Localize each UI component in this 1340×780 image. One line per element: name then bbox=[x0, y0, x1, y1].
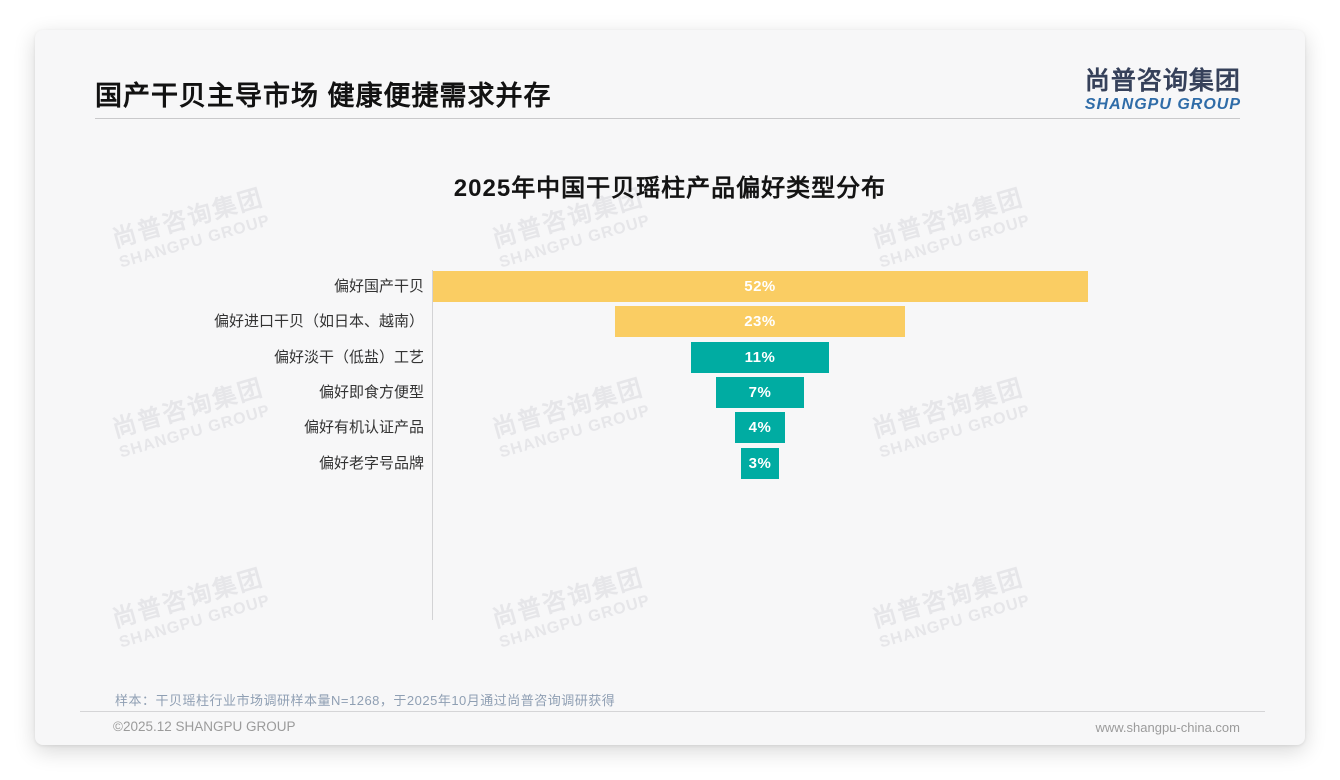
bar: 4% bbox=[734, 412, 786, 444]
bar: 3% bbox=[741, 447, 779, 479]
chart-row: 偏好淡干（低盐）工艺 11% bbox=[35, 341, 1305, 373]
sample-note: 样本：干贝瑶柱行业市场调研样本量N=1268，于2025年10月通过尚普咨询调研… bbox=[115, 693, 616, 708]
header-divider bbox=[95, 118, 1240, 119]
category-label: 偏好老字号品牌 bbox=[318, 454, 424, 472]
bar: 11% bbox=[690, 341, 830, 373]
chart-row: 偏好国产干贝 52% bbox=[35, 271, 1305, 302]
slide-content: 国产干贝主导市场 健康便捷需求并存 尚普咨询集团 SHANGPU GROUP 2… bbox=[35, 30, 1305, 745]
company-logo: 尚普咨询集团 SHANGPU GROUP bbox=[1085, 61, 1241, 114]
chart-row: 偏好进口干贝（如日本、越南） 23% bbox=[35, 306, 1305, 338]
bar-value-label: 4% bbox=[748, 419, 772, 437]
bar: 52% bbox=[432, 271, 1088, 302]
category-label: 偏好有机认证产品 bbox=[303, 419, 424, 437]
logo-english-text: SHANGPU GROUP bbox=[1084, 96, 1241, 113]
logo-chinese-text: 尚普咨询集团 bbox=[1084, 67, 1241, 95]
category-label: 偏好进口干贝（如日本、越南） bbox=[213, 313, 424, 331]
bar-value-label: 11% bbox=[744, 348, 776, 366]
bar-value-label: 3% bbox=[748, 454, 772, 472]
footer-divider bbox=[80, 711, 1265, 712]
chart-row: 偏好老字号品牌 3% bbox=[35, 447, 1305, 479]
category-label: 偏好即食方便型 bbox=[318, 383, 424, 401]
slide-card: 尚普咨询集团 SHANGPU GROUP 尚普咨询集团 SHANGPU GROUP 尚普… bbox=[35, 30, 1305, 745]
copyright-text: ©2025.12 SHANGPU GROUP bbox=[113, 719, 296, 734]
category-label: 偏好淡干（低盐）工艺 bbox=[273, 348, 424, 366]
bar-value-label: 52% bbox=[744, 278, 776, 295]
website-url: www.shangpu-china.com bbox=[1095, 720, 1240, 735]
chart-row: 偏好有机认证产品 4% bbox=[35, 412, 1305, 444]
chart-row: 偏好即食方便型 7% bbox=[35, 376, 1305, 408]
bar: 7% bbox=[715, 376, 805, 408]
chart-title: 2025年中国干贝瑶柱产品偏好类型分布 bbox=[453, 175, 887, 202]
page-title: 国产干贝主导市场 健康便捷需求并存 bbox=[95, 81, 552, 111]
bar: 23% bbox=[615, 306, 905, 338]
bar-value-label: 23% bbox=[744, 313, 776, 331]
bar-value-label: 7% bbox=[748, 383, 772, 401]
chart-axis-line bbox=[432, 270, 433, 620]
category-label: 偏好国产干贝 bbox=[333, 278, 424, 295]
chart-rows: 偏好国产干贝 52% 偏好进口干贝（如日本、越南） 23% 偏好淡干（低盐）工艺 11% 偏… bbox=[35, 30, 1305, 745]
